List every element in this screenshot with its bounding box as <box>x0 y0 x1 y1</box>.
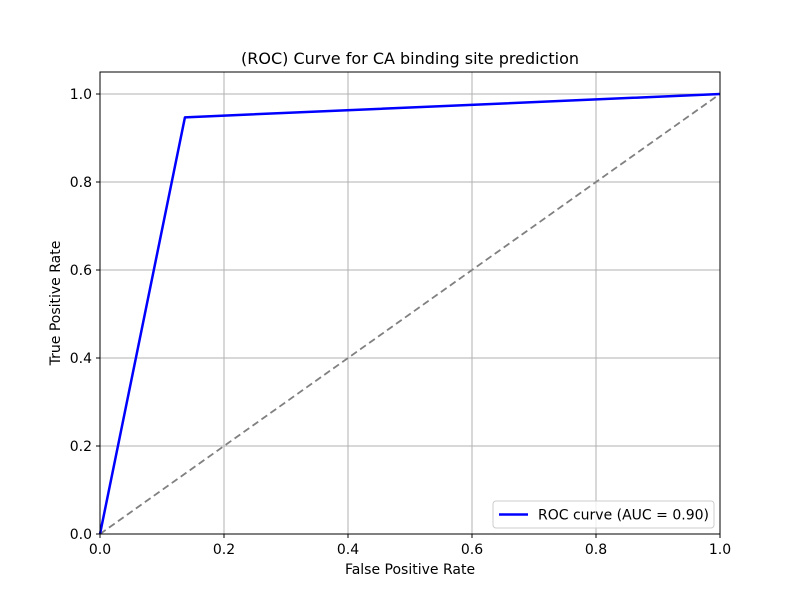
x-tick-label: 1.0 <box>709 542 731 558</box>
y-axis-label: True Positive Rate <box>48 241 64 367</box>
y-tick-label: 0.6 <box>70 263 92 279</box>
y-tick-label: 0.4 <box>70 351 92 367</box>
x-tick-label: 0.2 <box>213 542 235 558</box>
x-axis-label: False Positive Rate <box>345 562 475 578</box>
legend-box <box>492 500 715 529</box>
x-tick-label: 0.4 <box>337 542 359 558</box>
grid-layer <box>99 72 721 535</box>
y-tick-label: 0.8 <box>70 175 92 191</box>
x-tick-label: 0.0 <box>89 542 111 558</box>
x-tick-label: 0.6 <box>461 542 483 558</box>
chance-diagonal-line <box>99 93 721 535</box>
y-tick-label: 0.0 <box>70 527 92 543</box>
tick-layer: 0.0 0.2 0.4 0.6 0.8 1.0 0.0 0.2 0.4 0.6 0.8 1.0 <box>70 87 731 558</box>
x-tick-label: 0.8 <box>585 542 607 558</box>
legend-label-roc: ROC curve (AUC = 0.90) <box>538 508 709 524</box>
y-tick-label: 1.0 <box>70 87 92 103</box>
y-tick-label: 0.2 <box>70 439 92 455</box>
roc-curve-line <box>98 92 721 535</box>
legend: ROC curve (AUC = 0.90) <box>492 500 715 529</box>
series-layer <box>98 92 721 535</box>
plot-frame <box>99 71 721 535</box>
chart-title: (ROC) Curve for CA binding site predicti… <box>241 49 579 68</box>
